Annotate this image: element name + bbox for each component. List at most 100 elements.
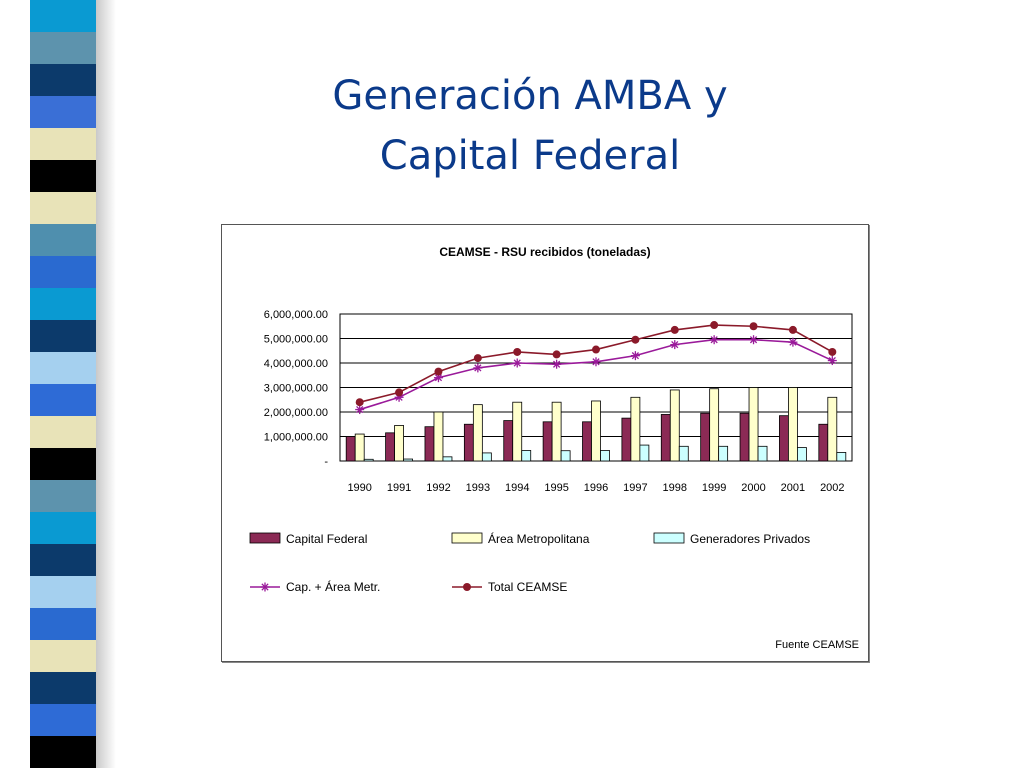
source-note: Fuente CEAMSE <box>775 639 859 651</box>
point-cap-area-metr <box>749 335 759 345</box>
stripe <box>30 256 96 288</box>
point-cap-area-metr <box>670 340 680 350</box>
stripe <box>30 512 96 544</box>
stripe <box>30 608 96 640</box>
bar-generadores-privados <box>639 444 650 462</box>
legend-label--rea-metropolitana: Área Metropolitana <box>488 531 590 546</box>
legend-swatch--rea-metropolitana <box>451 532 483 544</box>
point-cap-area-metr <box>473 363 483 373</box>
stripe <box>30 416 96 448</box>
y-tick-label: 2,000,000.00 <box>264 407 328 419</box>
bar--rea-metropolitana <box>354 433 365 462</box>
point-total-ceamse <box>828 347 837 356</box>
x-tick-label: 1992 <box>426 482 450 494</box>
bar-generadores-privados <box>442 456 453 462</box>
legend-marker-total-ceamse <box>463 583 471 591</box>
x-tick-label: 1995 <box>544 482 568 494</box>
bar-capital-federal <box>700 412 711 462</box>
bar-capital-federal <box>503 420 514 462</box>
point-total-ceamse <box>788 325 797 334</box>
legend-marker-cap-rea-metr- <box>260 582 270 592</box>
bar-generadores-privados <box>403 458 413 462</box>
chart-frame: CEAMSE - RSU recibidos (toneladas) 6,000,… <box>221 224 869 662</box>
legend-label-total-ceamse: Total CEAMSE <box>488 580 567 594</box>
point-total-ceamse <box>592 345 600 354</box>
x-tick-label: 1998 <box>663 482 687 494</box>
stripe <box>30 576 96 608</box>
bar-capital-federal <box>463 423 474 462</box>
y-tick-label: 4,000,000.00 <box>264 358 328 370</box>
bar-capital-federal <box>818 423 829 462</box>
bar-capital-federal <box>345 436 356 462</box>
stripe <box>30 32 96 64</box>
stripe <box>30 672 96 704</box>
point-cap-area-metr <box>552 359 562 369</box>
x-tick-label: 2001 <box>781 482 805 494</box>
bar--rea-metropolitana <box>394 425 404 462</box>
point-cap-area-metr <box>709 335 719 345</box>
bar-generadores-privados <box>757 445 768 462</box>
chart-title: CEAMSE - RSU recibidos (toneladas) <box>439 245 650 259</box>
bar-generadores-privados <box>718 445 729 462</box>
x-tick-label: 1994 <box>505 482 529 494</box>
stripe <box>30 0 96 32</box>
bar-capital-federal <box>424 426 435 462</box>
point-total-ceamse <box>434 367 443 376</box>
stripe <box>30 448 96 480</box>
stripe-shadow <box>96 0 116 768</box>
bar-generadores-privados <box>521 450 532 462</box>
bar-generadores-privados <box>560 450 571 462</box>
point-cap-area-metr <box>591 357 601 367</box>
bar--rea-metropolitana <box>512 401 523 462</box>
legend-label-capital-federal: Capital Federal <box>286 532 367 546</box>
stripe <box>30 352 96 384</box>
bar--rea-metropolitana <box>827 396 838 462</box>
bar--rea-metropolitana <box>788 387 798 462</box>
bar-generadores-privados <box>678 445 689 462</box>
bar-capital-federal <box>621 417 632 462</box>
x-tick-label: 2000 <box>741 482 765 494</box>
legend-label-cap-rea-metr-: Cap. + Área Metr. <box>286 579 380 594</box>
x-tick-label: 1990 <box>347 482 371 494</box>
slide-title: Generación AMBA y Capital Federal <box>230 66 830 186</box>
bar--rea-metropolitana <box>669 389 680 462</box>
legend-label-generadores-privados: Generadores Privados <box>690 532 810 546</box>
stripe <box>30 640 96 672</box>
point-total-ceamse <box>355 398 364 407</box>
point-total-ceamse <box>552 350 561 359</box>
x-tick-label: 1993 <box>466 482 490 494</box>
stripe <box>30 544 96 576</box>
stripe <box>30 192 96 224</box>
y-tick-label: 6,000,000.00 <box>264 309 328 321</box>
point-total-ceamse <box>395 388 404 397</box>
x-tick-label: 1991 <box>387 482 411 494</box>
y-tick-label: 3,000,000.00 <box>264 383 328 395</box>
x-tick-label: 1999 <box>702 482 726 494</box>
bar--rea-metropolitana <box>630 396 641 462</box>
bar--rea-metropolitana <box>472 404 483 462</box>
slide-title-line-1: Generación AMBA y <box>332 73 728 119</box>
point-total-ceamse <box>710 321 719 330</box>
bar-generadores-privados <box>836 452 847 462</box>
x-tick-label: 1997 <box>623 482 647 494</box>
y-tick-label: - <box>324 456 328 468</box>
y-tick-label: 5,000,000.00 <box>264 334 328 346</box>
x-tick-label: 1996 <box>584 482 608 494</box>
stripe <box>30 64 96 96</box>
bar-capital-federal <box>582 421 592 462</box>
bar-generadores-privados <box>797 447 807 462</box>
legend-swatch-generadores-privados <box>653 532 685 544</box>
point-cap-area-metr <box>355 405 365 415</box>
bar-generadores-privados <box>481 452 492 462</box>
decorative-stripe-band <box>30 0 96 768</box>
point-cap-area-metr <box>827 356 837 366</box>
stripe <box>30 704 96 736</box>
bar-generadores-privados <box>600 450 610 462</box>
bar--rea-metropolitana <box>433 411 444 462</box>
bar-capital-federal <box>385 432 395 462</box>
bar-generadores-privados <box>363 458 374 462</box>
bar-capital-federal <box>660 414 671 462</box>
stripe <box>30 224 96 256</box>
bar--rea-metropolitana <box>591 400 601 462</box>
stripe <box>30 288 96 320</box>
